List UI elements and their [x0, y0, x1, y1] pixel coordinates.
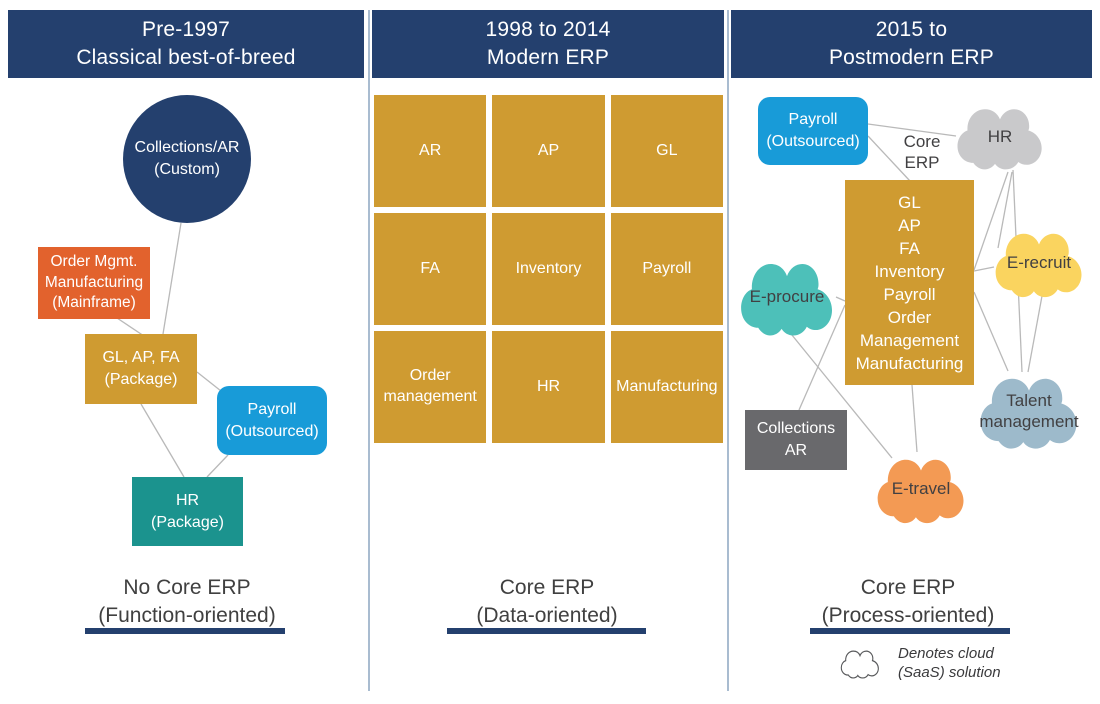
grid-cell-ap: AP	[492, 95, 605, 207]
node-collections-ar-custom: Collections/AR (Custom)	[123, 95, 251, 223]
node-order-mgmt-mainframe: Order Mgmt. Manufacturing (Mainframe)	[38, 247, 150, 319]
grid-cell-hr: HR	[492, 331, 605, 443]
caption-underline-3	[810, 628, 1010, 634]
header-postmodern-erp: 2015 to Postmodern ERP	[731, 10, 1092, 78]
cloud-shape-icon	[741, 264, 832, 336]
node-collections-ar-postmodern: Collections AR	[745, 410, 847, 470]
talent-management-cloud: Talent management	[972, 368, 1086, 454]
e-procure-cloud: E-procure	[733, 253, 841, 341]
grid-cell-payroll: Payroll	[610, 213, 723, 325]
hr-cloud-label: HR	[987, 127, 1013, 147]
grid-cell-order-management: Order management	[374, 331, 487, 443]
caption-core-erp-data: Core ERP (Data-oriented)	[476, 576, 618, 628]
grid-cell-inventory: Inventory	[492, 213, 605, 325]
core-erp-grid: AR AP GL FA Inventory Payroll Order mana…	[374, 95, 723, 443]
node-payroll-outsourced-postmodern: Payroll (Outsourced)	[758, 97, 868, 165]
label-core-erp: Core ERP	[903, 132, 941, 173]
grid-cell-gl: GL	[610, 95, 723, 207]
cloud-shape-icon	[957, 109, 1042, 170]
cloud-shape-icon	[877, 459, 964, 524]
e-procure-cloud-label: E-procure	[749, 287, 825, 307]
e-recruit-cloud-label: E-recruit	[1006, 253, 1072, 273]
grid-cell-fa: FA	[374, 213, 487, 325]
caption-underline-2	[447, 628, 646, 634]
talent-management-cloud-label: Talent management	[979, 390, 1079, 431]
e-travel-cloud-label: E-travel	[891, 479, 951, 499]
legend-cloud-saas: Denotes cloud (SaaS) solution	[838, 645, 1001, 683]
column-divider-right	[727, 10, 729, 691]
grid-cell-ar: AR	[374, 95, 487, 207]
header-pre-1997: Pre-1997 Classical best-of-breed	[8, 10, 364, 78]
caption-no-core-erp: No Core ERP (Function-oriented)	[98, 576, 276, 628]
caption-core-erp-process: Core ERP (Process-oriented)	[821, 576, 995, 628]
legend-text: Denotes cloud (SaaS) solution	[898, 645, 1001, 681]
node-hr-package: HR (Package)	[132, 477, 243, 546]
cloud-outline-icon	[840, 650, 879, 679]
node-payroll-outsourced: Payroll (Outsourced)	[217, 386, 327, 455]
e-recruit-cloud: E-recruit	[988, 224, 1090, 302]
grid-cell-manufacturing: Manufacturing	[610, 331, 723, 443]
e-travel-cloud: E-travel	[870, 450, 972, 528]
header-modern-erp: 1998 to 2014 Modern ERP	[372, 10, 724, 78]
node-core-erp-box: GL AP FA Inventory Payroll Order Managem…	[845, 180, 974, 385]
caption-underline-1	[85, 628, 285, 634]
node-gl-ap-fa-package: GL, AP, FA (Package)	[85, 334, 197, 404]
column-divider-left	[368, 10, 370, 691]
cloud-shape-icon	[980, 378, 1077, 449]
cloud-shape-icon	[995, 233, 1082, 298]
hr-cloud: HR	[950, 100, 1050, 174]
